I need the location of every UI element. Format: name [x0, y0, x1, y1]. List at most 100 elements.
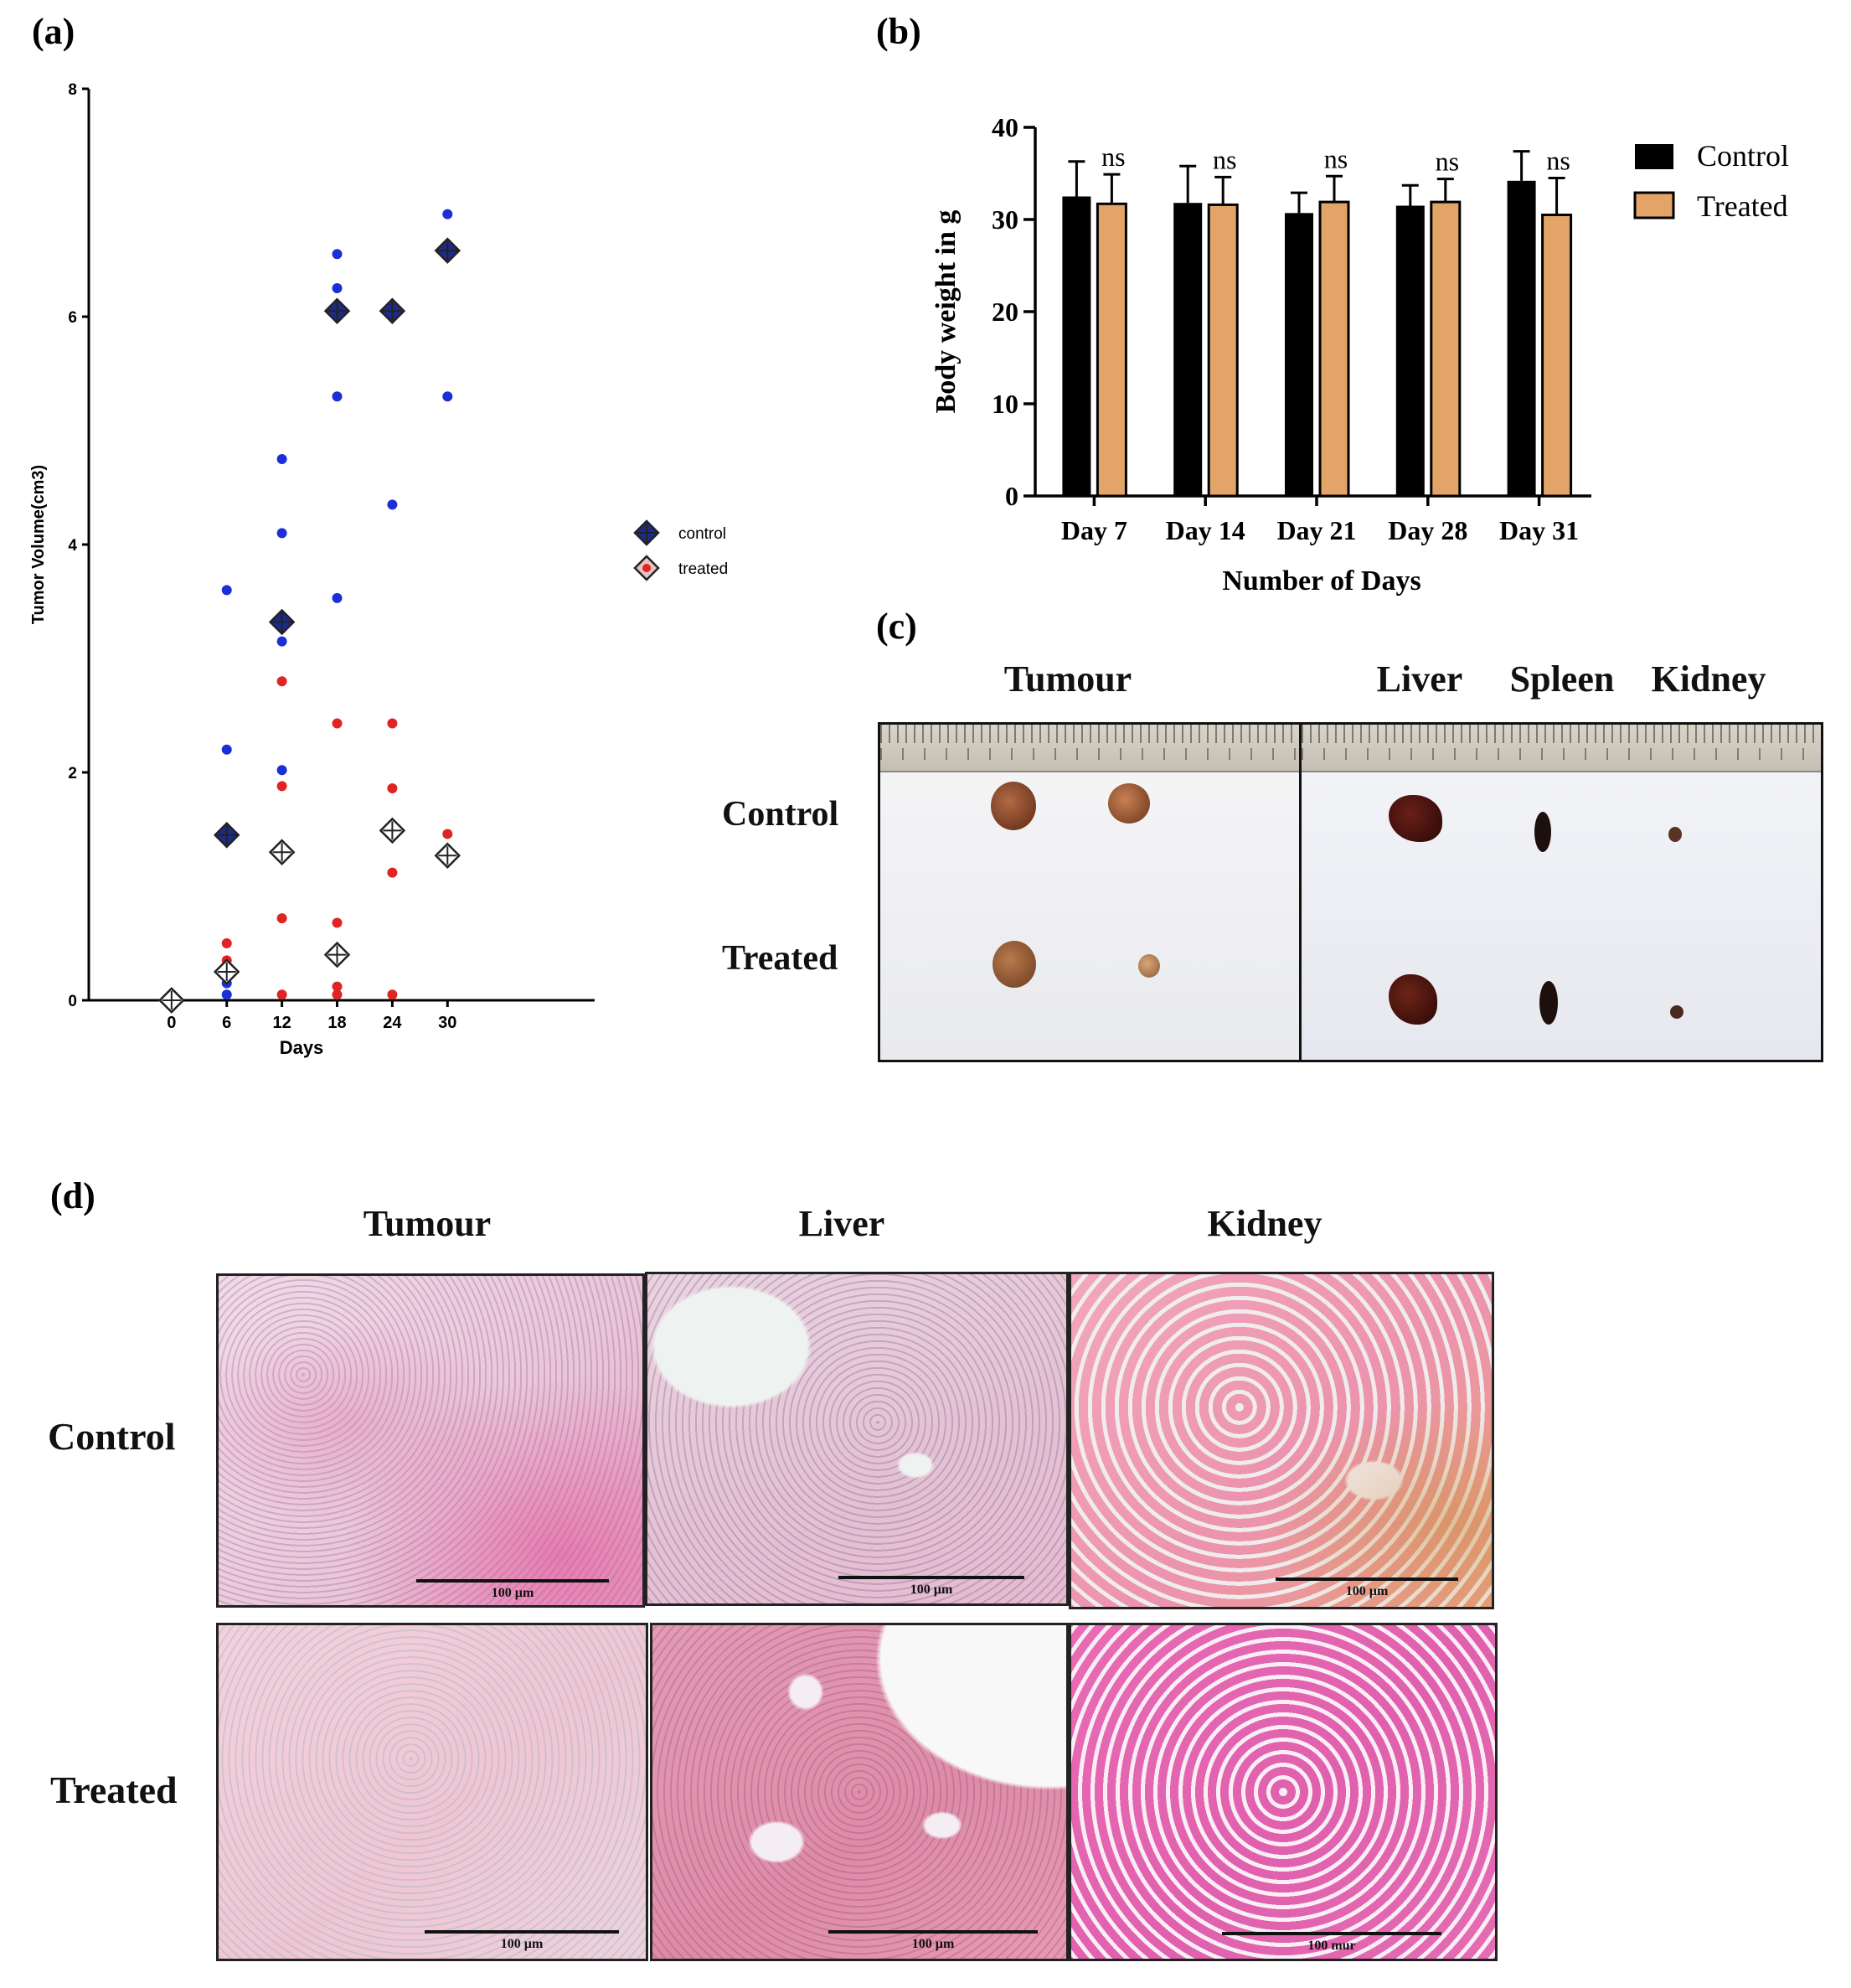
x-tick-label: Day 7: [1061, 515, 1127, 545]
histo-col-header-liver: Liver: [798, 1203, 885, 1244]
histo-liver-control: 100 µm: [645, 1272, 1069, 1606]
ns-annotation: ns: [1546, 146, 1570, 176]
control-point: [276, 528, 287, 539]
y-tick-label: 0: [68, 993, 77, 1010]
scale-label: 100 µm: [911, 1937, 955, 1951]
organs-photo: [1299, 722, 1823, 1062]
control-point: [332, 391, 343, 402]
x-tick-label: 18: [327, 1014, 346, 1032]
histo-col-header-kidney: Kidney: [1207, 1203, 1323, 1244]
histo-row-header-treated: Treated: [50, 1769, 178, 1811]
y-tick-label: 6: [68, 309, 77, 327]
scale-label: 100 µm: [500, 1937, 544, 1951]
treated-bar: [1096, 202, 1127, 498]
tumour-photo: [878, 722, 1303, 1062]
control-point: [276, 636, 287, 647]
x-tick-label: 12: [272, 1014, 291, 1032]
treated-point: [387, 783, 398, 794]
treated-point: [332, 981, 343, 992]
y-axis-label: Body weight in g: [931, 210, 962, 414]
control-point: [442, 391, 453, 402]
scale-label: 100 µm: [491, 1586, 534, 1600]
y-tick-label: 10: [992, 389, 1018, 419]
histo-kidney-control: 100 µm: [1069, 1272, 1494, 1609]
control-point: [221, 744, 232, 755]
x-tick-label: 6: [222, 1014, 231, 1032]
scale-bar: [416, 1579, 609, 1583]
spleen-control: [1534, 812, 1551, 852]
scale-bar: [425, 1930, 619, 1934]
treated-point: [276, 913, 287, 924]
ruler: [1302, 725, 1821, 772]
control-point: [276, 765, 287, 776]
treated-point: [276, 989, 287, 1000]
kidney-treated: [1670, 1005, 1683, 1019]
treated-bar: [1318, 200, 1350, 498]
treated-point: [442, 829, 453, 839]
y-axis-label: Tumor Volume(cm3): [29, 465, 48, 624]
ns-annotation: ns: [1101, 142, 1125, 172]
x-axis-label: Days: [280, 1037, 324, 1058]
treated-point: [332, 917, 343, 928]
control-bar: [1285, 213, 1313, 497]
x-tick-label: Day 28: [1388, 515, 1467, 545]
treated-point: [221, 938, 232, 948]
body-weight-bar-chart: 0 10 20 30 40 Day 7 ns Day 14 ns Day 21 ns Day 28 ns…: [931, 112, 1789, 596]
col-header-kidney: Kidney: [1651, 658, 1766, 700]
scale-bar: [838, 1576, 1024, 1579]
x-tick-label: Day 14: [1166, 515, 1245, 545]
treated-point: [332, 989, 343, 1000]
scale-label: 100 µm: [910, 1583, 953, 1597]
treated-point: [387, 718, 398, 729]
ruler: [880, 725, 1301, 772]
treated-point: [387, 867, 398, 878]
control-point: [332, 592, 343, 603]
ns-annotation: ns: [1436, 147, 1459, 177]
x-tick-label: Day 21: [1276, 515, 1356, 545]
legend-treated-dot: [642, 564, 651, 572]
control-point: [276, 454, 287, 464]
scale-bar: [828, 1930, 1038, 1934]
treated-bar: [1207, 203, 1239, 498]
legend-treated-label: Treated: [1697, 189, 1788, 223]
x-tick-label: 24: [383, 1014, 402, 1032]
control-bar: [1395, 205, 1425, 496]
treated-bar: [1430, 200, 1462, 498]
histo-liver-treated: 100 µm: [650, 1623, 1069, 1961]
control-point: [332, 283, 343, 293]
row-header-treated: Treated: [722, 939, 838, 978]
treated-point: [276, 781, 287, 792]
scale-label: 100 mur: [1307, 1939, 1356, 1953]
control-point: [442, 209, 453, 219]
x-tick-label: 30: [438, 1014, 456, 1032]
legend-control-swatch: [1635, 144, 1673, 169]
x-tick-label: Day 31: [1499, 515, 1579, 545]
y-tick-label: 0: [1005, 481, 1018, 511]
treated-bar: [1541, 214, 1573, 498]
col-header-spleen: Spleen: [1509, 658, 1615, 700]
legend-control-label: Control: [1697, 139, 1789, 173]
scale-label: 100 µm: [1345, 1584, 1389, 1598]
y-tick-label: 40: [992, 112, 1018, 142]
legend-control-label: control: [678, 525, 726, 543]
tumour-control-2: [1108, 783, 1150, 824]
control-point: [332, 249, 343, 260]
histo-row-header-control: Control: [48, 1415, 176, 1458]
tumour-treated-2: [1138, 954, 1160, 978]
y-tick-label: 30: [992, 204, 1018, 235]
y-tick-label: 2: [68, 765, 77, 782]
control-point: [387, 499, 398, 510]
tumour-treated-1: [993, 941, 1036, 988]
y-tick-label: 4: [68, 537, 77, 555]
y-tick-label: 20: [992, 297, 1018, 327]
histo-kidney-treated: 100 mur: [1069, 1623, 1498, 1961]
legend-treated-swatch: [1633, 191, 1675, 219]
control-bar: [1507, 180, 1536, 497]
col-header-liver: Liver: [1376, 658, 1463, 700]
treated-point: [276, 676, 287, 687]
panel-b-label: (b): [876, 11, 921, 52]
panel-a-label: (a): [32, 11, 75, 52]
histo-tumour-treated: 100 µm: [216, 1623, 648, 1961]
ns-annotation: ns: [1213, 144, 1236, 174]
